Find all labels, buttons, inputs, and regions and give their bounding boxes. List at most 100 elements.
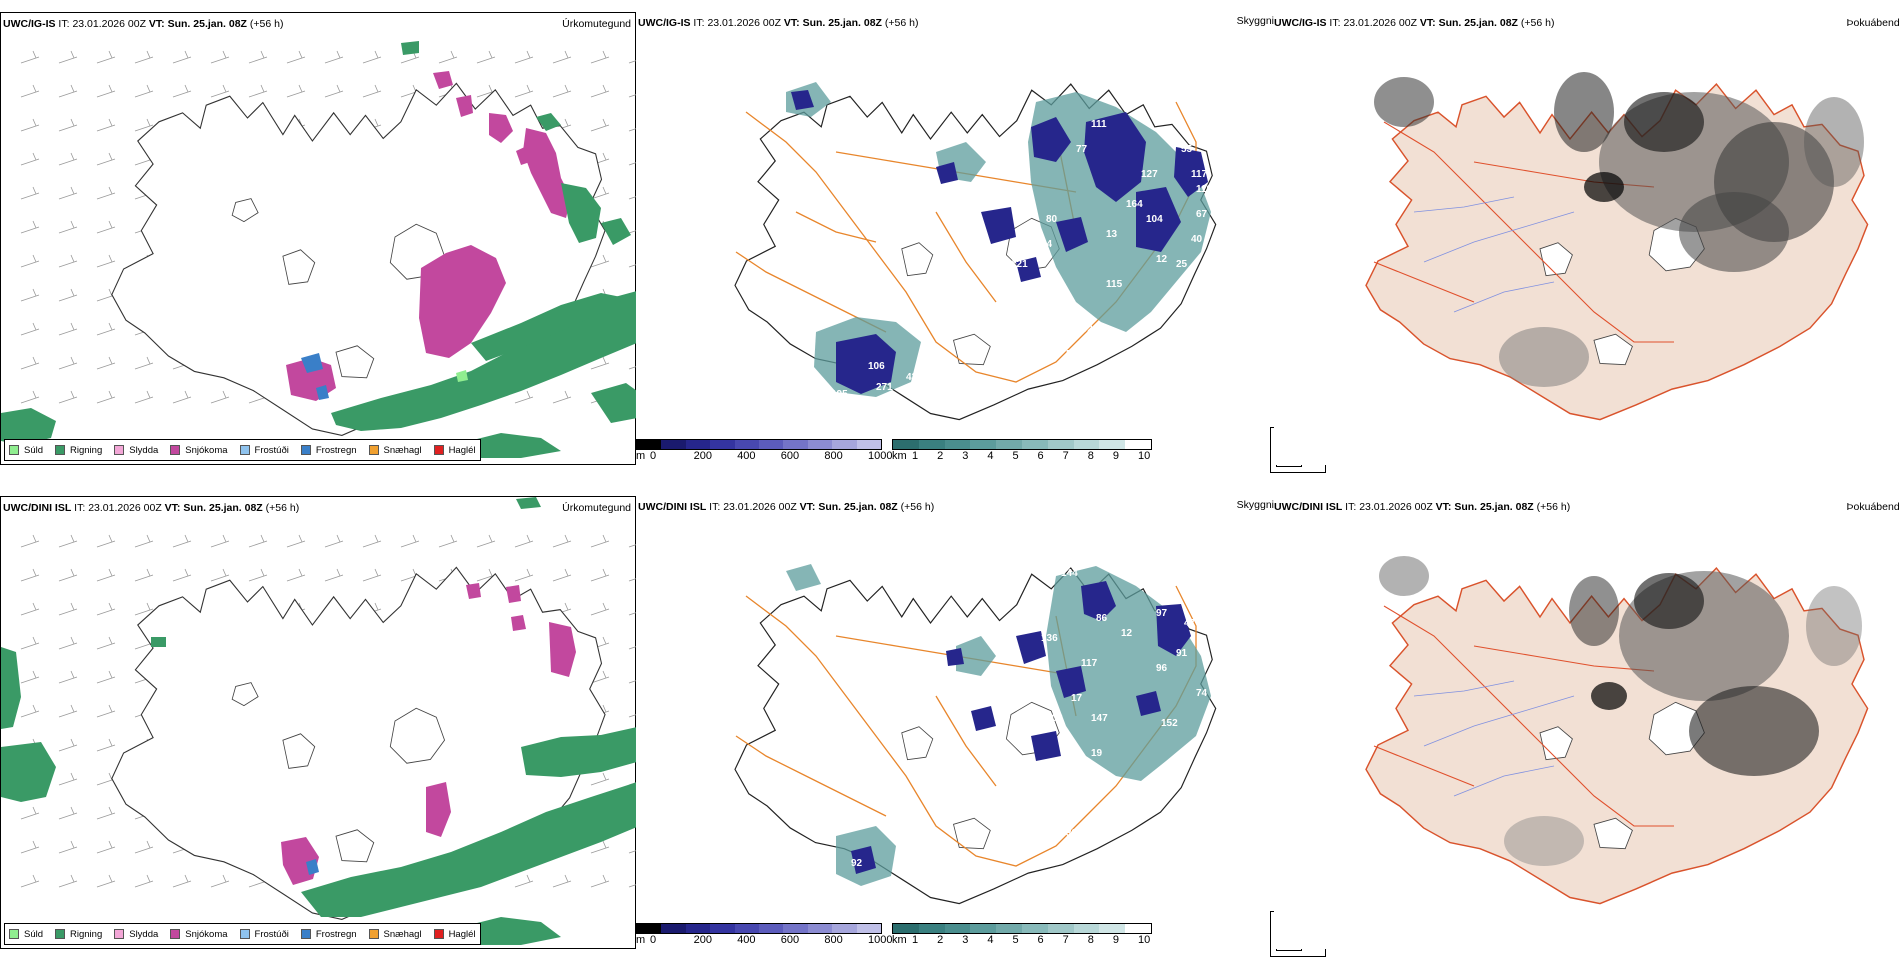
legend-swatch <box>300 929 311 939</box>
wind-barb <box>590 670 610 684</box>
colorbar-tick-label: 3 <box>962 450 969 462</box>
legend-swatch <box>9 929 19 939</box>
wind-barb <box>628 883 637 888</box>
wind-barb <box>286 568 306 582</box>
colorbar-tick-label: 400 <box>737 934 756 946</box>
colorbar-tick-label: 4 <box>987 934 994 946</box>
visibility-value-label: 117 <box>1081 658 1098 669</box>
wind-barb <box>362 534 382 548</box>
visibility-value-label: 147 <box>1091 713 1108 724</box>
colorbar-tick-label: 10 <box>1138 450 1151 462</box>
wind-barb <box>134 534 154 548</box>
visibility-value-label: 40 <box>1191 234 1203 245</box>
wind-barb <box>58 254 78 268</box>
colorbar-swatch <box>893 440 919 449</box>
colorbar-swatch <box>759 440 784 449</box>
colorbar-tick-label: 1000 <box>868 450 893 462</box>
visibility-value-label: 92 <box>851 858 863 869</box>
wind-barb <box>134 602 154 616</box>
visibility-value-label: 328 <box>1066 828 1083 839</box>
colorbar-tick-label: 4 <box>987 450 994 462</box>
visibility-value-label: 74 <box>1196 688 1208 699</box>
wind-barb <box>58 390 78 404</box>
wind-barb <box>96 220 116 234</box>
panel-title: UWC/DINI ISL IT: 23.01.2026 00Z VT: Sun.… <box>638 501 935 513</box>
wind-barb <box>628 127 637 132</box>
low-ceiling-areas <box>791 90 1208 394</box>
legend-label: Rigning <box>70 928 103 940</box>
legend-item: Frostregn <box>300 445 357 456</box>
wind-barb <box>552 534 572 548</box>
visibility-map-bottom: UWC/DINI ISL IT: 23.01.2026 00Z VT: Sun.… <box>636 496 1326 957</box>
legend-item: Súld <box>9 929 43 940</box>
visibility-colorbar-swatches <box>892 923 1152 934</box>
visibility-unit: km <box>892 934 907 946</box>
colorbar-tick-label: 9 <box>1112 934 1119 946</box>
panel-type-label: Þokuábendi <box>1846 17 1900 29</box>
legend-label: Snæhagl <box>383 444 422 456</box>
visibility-value-label: 144 <box>1061 568 1078 579</box>
wind-barb <box>286 84 306 98</box>
colorbar-tick-label: 1 <box>912 450 919 462</box>
wind-barb <box>590 874 610 888</box>
visibility-value-label: 55 <box>1181 144 1193 155</box>
colorbar-swatch <box>637 440 662 449</box>
wind-barb <box>514 874 534 888</box>
wind-barb <box>58 806 78 820</box>
wind-barb <box>628 611 637 616</box>
wind-barb <box>20 636 40 650</box>
wind-barb <box>96 840 116 854</box>
precip-type-map-bottom: UWC/DINI ISL IT: 23.01.2026 00Z VT: Sun.… <box>0 496 637 949</box>
visibility-value-label: 119 <box>1196 184 1213 195</box>
wind-barb <box>20 602 40 616</box>
wind-barb <box>590 186 610 200</box>
wind-barb <box>58 50 78 64</box>
wind-barb <box>552 50 572 64</box>
wind-barb <box>210 390 230 404</box>
colorbar-swatch <box>807 924 833 933</box>
legend-label: Slydda <box>129 928 159 940</box>
visibility-colorbar: km 1 2 3 4 5 6 7 8 9 10 <box>892 439 1152 465</box>
visibility-value-label: 32 <box>861 888 873 899</box>
legend-swatch <box>55 445 66 455</box>
visibility-value-label: 77 <box>1076 144 1088 155</box>
panel-type-label: Skyggni <box>1236 499 1274 511</box>
visibility-value-label: 121 <box>1016 284 1033 295</box>
colorbar-swatch <box>1047 924 1074 933</box>
visibility-value-label: 117 <box>1191 169 1208 180</box>
legend-swatch <box>239 445 250 455</box>
fog-map-graphic <box>1365 72 1869 421</box>
visibility-value-label: 25 <box>1176 259 1188 270</box>
wind-barb <box>628 679 637 684</box>
colorbar-swatch <box>1047 440 1074 449</box>
wind-barb <box>20 670 40 684</box>
legend-label: Súld <box>24 444 44 456</box>
colorbar-tick-label: 6 <box>1037 934 1044 946</box>
visibility-value-labels: 144 86 97 12 136 117 17 147 102 91 195 19 74 152 184 17… <box>851 568 1208 899</box>
fog-road-network <box>1373 605 1674 827</box>
legend-label: Frostúði <box>254 928 289 940</box>
colorbar-tick-label: 7 <box>1062 934 1069 946</box>
visibility-value-label: 121 <box>1011 259 1028 270</box>
colorbar-tick-label: 8 <box>1087 934 1094 946</box>
wind-barb <box>400 534 420 548</box>
wind-barb <box>58 874 78 888</box>
visibility-value-label: 195 <box>946 204 963 215</box>
colorbar-tick-label: 2 <box>937 450 944 462</box>
precip-type-legend: Súld Rigning Slydda Snjókoma Frostúði Frostre… <box>4 439 481 461</box>
precip-type-legend: Súld Rigning Slydda Snjókoma Frostúði Frostre… <box>4 923 481 945</box>
colorbar-swatch <box>807 440 833 449</box>
colorbar-tick-label: 0 <box>650 450 657 462</box>
wind-barb <box>96 390 116 404</box>
visibility-value-label: 127 <box>1141 169 1158 180</box>
wind-barb <box>58 636 78 650</box>
colorbar-swatch <box>893 924 919 933</box>
wind-barb <box>134 568 154 582</box>
wind-barb <box>20 704 40 718</box>
wind-barb <box>20 254 40 268</box>
legend-swatch <box>9 445 19 455</box>
ceiling-colorbar-swatches <box>636 439 882 450</box>
visibility-colorbar-swatches <box>892 439 1152 450</box>
wind-barb <box>628 543 637 548</box>
